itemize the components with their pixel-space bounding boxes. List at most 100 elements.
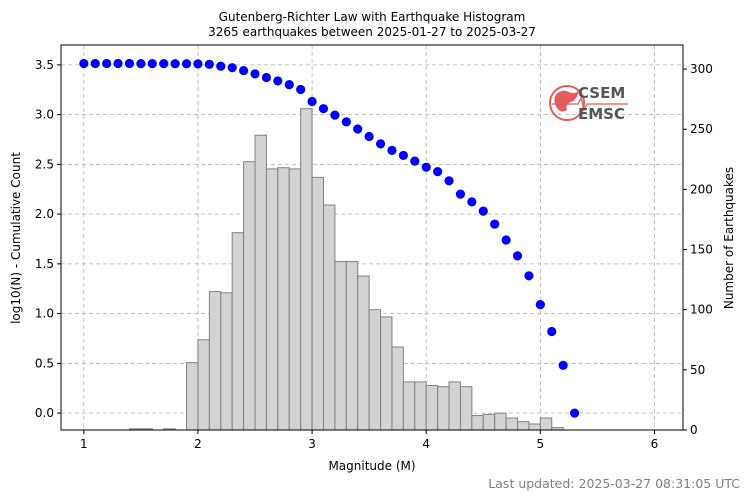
logo-seismo-icon	[552, 96, 628, 112]
cumulative-point	[524, 271, 534, 281]
cumulative-point	[512, 251, 523, 261]
histogram-bar	[357, 275, 370, 431]
cumulative-point	[330, 110, 340, 120]
cumulative-point	[398, 150, 408, 161]
last-updated: Last updated: 2025-03-27 08:31:05 UTC	[488, 476, 740, 491]
cumulative-point	[467, 197, 477, 207]
cumulative-point	[375, 139, 386, 149]
logo-map-icon	[554, 90, 579, 112]
x-tick-label: 2	[194, 437, 202, 451]
x-tick-label: 5	[537, 437, 545, 451]
cumulative-point	[204, 59, 214, 69]
histogram-bar	[528, 423, 541, 431]
logo-line2: EMSC	[578, 105, 625, 123]
cumulative-point	[250, 69, 260, 79]
histogram-bar	[186, 362, 199, 431]
cumulative-point	[387, 145, 397, 155]
cumulative-point	[501, 235, 511, 245]
y-left-tick-label: 3.0	[35, 108, 54, 122]
histogram-bar	[254, 134, 267, 431]
cumulative-point	[547, 326, 557, 337]
cumulative-points	[79, 58, 580, 418]
histogram-bar	[368, 309, 382, 431]
cumulative-point	[284, 79, 294, 90]
histogram-bar	[300, 108, 313, 431]
histogram-bar	[391, 346, 404, 431]
histogram-bars	[128, 108, 564, 431]
cumulative-point	[421, 162, 431, 172]
x-axis-title: Magnitude (M)	[328, 459, 415, 473]
y-axis-right-ticks: 0 50 100 150 200 250 300	[683, 62, 713, 437]
cumulative-point	[261, 72, 272, 83]
cumulative-point	[102, 58, 112, 69]
chart-title: Gutenberg-Richter Law with Earthquake Hi…	[219, 10, 526, 24]
y-left-tick-label: 2.5	[35, 157, 54, 171]
x-tick-label: 4	[422, 437, 430, 451]
plot-frame	[60, 44, 684, 431]
cumulative-point	[90, 58, 100, 69]
cumulative-point	[170, 59, 180, 69]
x-tick-label: 1	[80, 437, 88, 451]
histogram-bar	[539, 417, 553, 431]
cumulative-point	[79, 58, 89, 69]
y-right-tick-label: 100	[690, 303, 713, 317]
y-right-tick-label: 0	[690, 423, 698, 437]
y-axis-left-title: log10(N) - Cumulative Count	[9, 152, 23, 324]
y-right-tick-label: 150	[690, 243, 713, 257]
y-left-tick-label: 3.5	[35, 58, 54, 72]
cumulative-point	[410, 156, 420, 166]
cumulative-point	[124, 58, 135, 69]
histogram-bar	[345, 261, 359, 431]
cumulative-point	[433, 167, 443, 177]
cumulative-point	[569, 408, 580, 418]
y-right-tick-label: 200	[690, 182, 713, 196]
logo-globe-icon	[549, 85, 585, 121]
cumulative-point	[558, 360, 568, 370]
histogram-bar	[197, 339, 210, 431]
cumulative-point	[273, 76, 283, 86]
histogram-bar	[220, 292, 233, 431]
cumulative-point	[239, 65, 249, 76]
cumulative-point	[136, 59, 146, 69]
cumulative-point	[364, 131, 374, 142]
y-right-tick-label: 250	[690, 122, 713, 136]
y-left-tick-label: 2.0	[35, 207, 54, 221]
cumulative-point	[318, 104, 329, 114]
cumulative-point	[307, 96, 317, 107]
csem-emsc-logo: CSEM EMSC	[549, 84, 628, 123]
cumulative-point	[353, 124, 363, 134]
histogram-bar	[437, 386, 450, 431]
cumulative-point	[193, 59, 203, 69]
y-axis-right-title: Number of Earthquakes	[722, 167, 736, 309]
cumulative-point	[444, 176, 454, 186]
y-left-tick-label: 1.0	[35, 307, 54, 321]
logo-line1: CSEM	[578, 84, 625, 102]
y-axis-left-ticks: 0.0 0.5 1.0 1.5 2.0 2.5 3.0 3.5	[35, 58, 61, 420]
histogram-bar	[288, 168, 302, 431]
cumulative-point	[455, 189, 466, 199]
y-left-tick-label: 0.5	[35, 356, 54, 370]
chart-subtitle: 3265 earthquakes between 2025-01-27 to 2…	[208, 25, 536, 39]
histogram-bar	[402, 381, 416, 431]
histogram-bar	[494, 412, 507, 431]
x-axis-ticks: 1 2 3 4 5 6	[80, 430, 658, 451]
cumulative-point	[296, 84, 306, 95]
histogram-bar	[471, 415, 484, 431]
x-tick-label: 6	[651, 437, 659, 451]
histogram-bar	[380, 316, 393, 431]
histogram-bar	[265, 168, 279, 431]
cumulative-point	[341, 117, 351, 127]
histogram-bar	[517, 421, 530, 431]
x-tick-label: 3	[308, 437, 316, 451]
cumulative-point	[181, 59, 192, 69]
histogram-bar	[505, 417, 519, 431]
histogram-bar	[322, 204, 336, 431]
histogram-bar	[482, 413, 496, 431]
histogram-bar	[311, 176, 324, 431]
y-left-tick-label: 1.5	[35, 257, 54, 271]
cumulative-point	[535, 300, 545, 310]
cumulative-point	[478, 206, 488, 216]
cumulative-point	[227, 63, 237, 73]
histogram-bar	[414, 381, 427, 431]
